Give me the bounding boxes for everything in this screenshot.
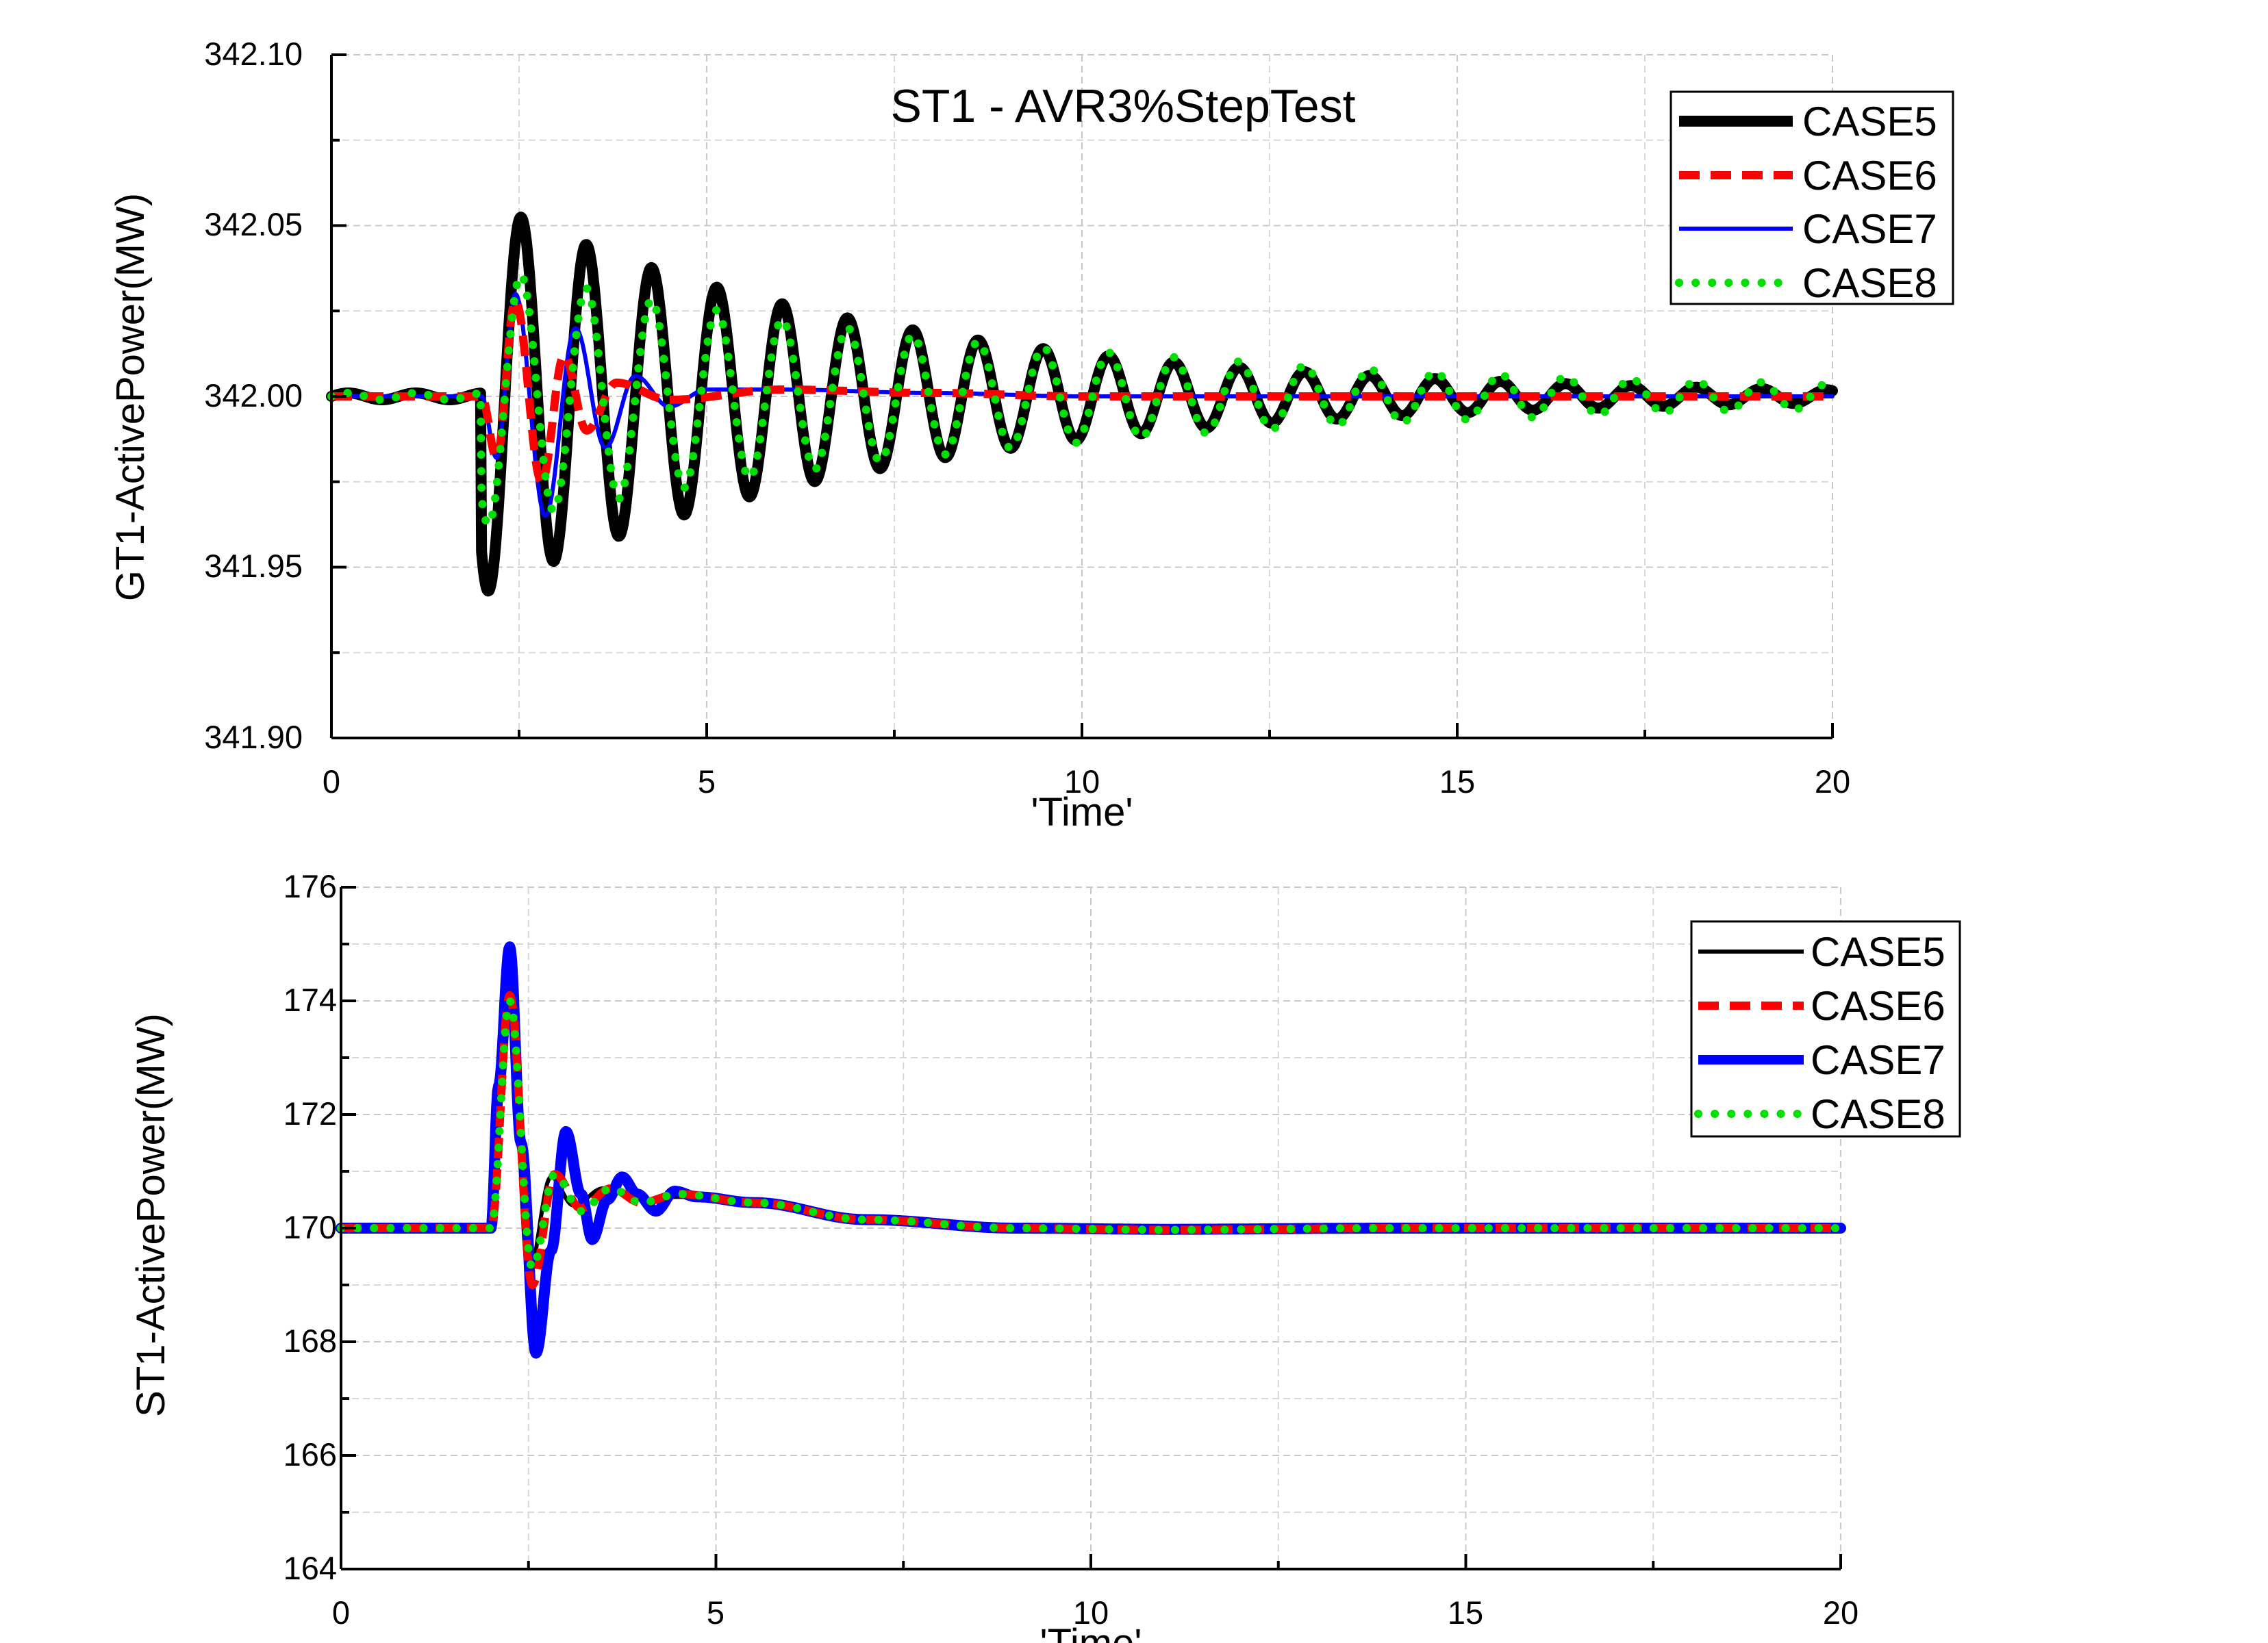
y-tick-label: 342.00 bbox=[204, 377, 303, 413]
x-tick-label: 0 bbox=[323, 763, 340, 800]
legend-label: CASE6 bbox=[1811, 983, 1945, 1029]
y-tick-label: 174 bbox=[284, 982, 337, 1018]
y-tick-label: 168 bbox=[284, 1323, 337, 1359]
legend-label: CASE5 bbox=[1811, 929, 1945, 975]
series-group bbox=[336, 941, 1846, 1359]
y-tick-label: 170 bbox=[284, 1209, 337, 1245]
legend-label: CASE7 bbox=[1811, 1037, 1945, 1083]
series-line-case8 bbox=[337, 997, 1845, 1273]
chart-st1-active-power: 164 166 168 170 172 174 176 0 5 10 15 20… bbox=[129, 868, 1961, 1643]
x-tick-label: 5 bbox=[698, 763, 716, 800]
chart-gt1-active-power: 341.90 341.95 342.00 342.05 342.10 0 5 1… bbox=[108, 36, 1954, 835]
x-tick-label: 10 bbox=[1064, 763, 1100, 800]
legend-label: CASE6 bbox=[1802, 153, 1937, 199]
x-tick-label: 0 bbox=[332, 1594, 350, 1631]
legend-label: CASE5 bbox=[1802, 99, 1937, 144]
y-tick-label: 176 bbox=[284, 868, 337, 904]
y-tick-label: 341.95 bbox=[204, 548, 303, 584]
x-axis-title: 'Time' bbox=[1031, 790, 1133, 835]
x-tick-label: 15 bbox=[1439, 763, 1475, 800]
x-tick-label: 15 bbox=[1448, 1594, 1483, 1631]
x-tick-label: 20 bbox=[1823, 1594, 1859, 1631]
y-tick-label: 341.90 bbox=[204, 719, 303, 755]
y-axis-title: GT1-ActivePower(MW) bbox=[108, 193, 153, 601]
y-tick-label: 166 bbox=[284, 1436, 337, 1473]
chart-title: ST1 - AVR3%StepTest bbox=[890, 80, 1355, 132]
y-tick-label: 342.05 bbox=[204, 206, 303, 242]
ticks bbox=[330, 53, 1834, 739]
legend-label: CASE8 bbox=[1802, 260, 1937, 306]
legend-box bbox=[1690, 920, 1961, 1138]
x-tick-label: 20 bbox=[1815, 763, 1850, 800]
legend-label: CASE8 bbox=[1811, 1091, 1945, 1137]
x-axis-title: 'Time' bbox=[1040, 1621, 1142, 1643]
y-axis-title: ST1-ActivePower(MW) bbox=[129, 1013, 173, 1417]
series-line-case6 bbox=[328, 296, 1836, 486]
series-line-case8 bbox=[327, 270, 1837, 529]
legend: CASE5 CASE6 CASE7 CASE8 bbox=[1690, 920, 1961, 1138]
legend-label: CASE7 bbox=[1802, 206, 1937, 252]
y-tick-label: 172 bbox=[284, 1095, 337, 1132]
y-tick-label: 342.10 bbox=[204, 36, 303, 72]
series-group bbox=[326, 212, 1838, 597]
legend: CASE5 CASE6 CASE7 CASE8 bbox=[1670, 90, 1954, 306]
y-tick-label: 164 bbox=[284, 1550, 337, 1586]
x-tick-label: 5 bbox=[707, 1594, 724, 1631]
x-tick-label: 10 bbox=[1073, 1594, 1109, 1631]
ticks bbox=[340, 886, 1842, 1570]
legend-box bbox=[1670, 90, 1954, 305]
